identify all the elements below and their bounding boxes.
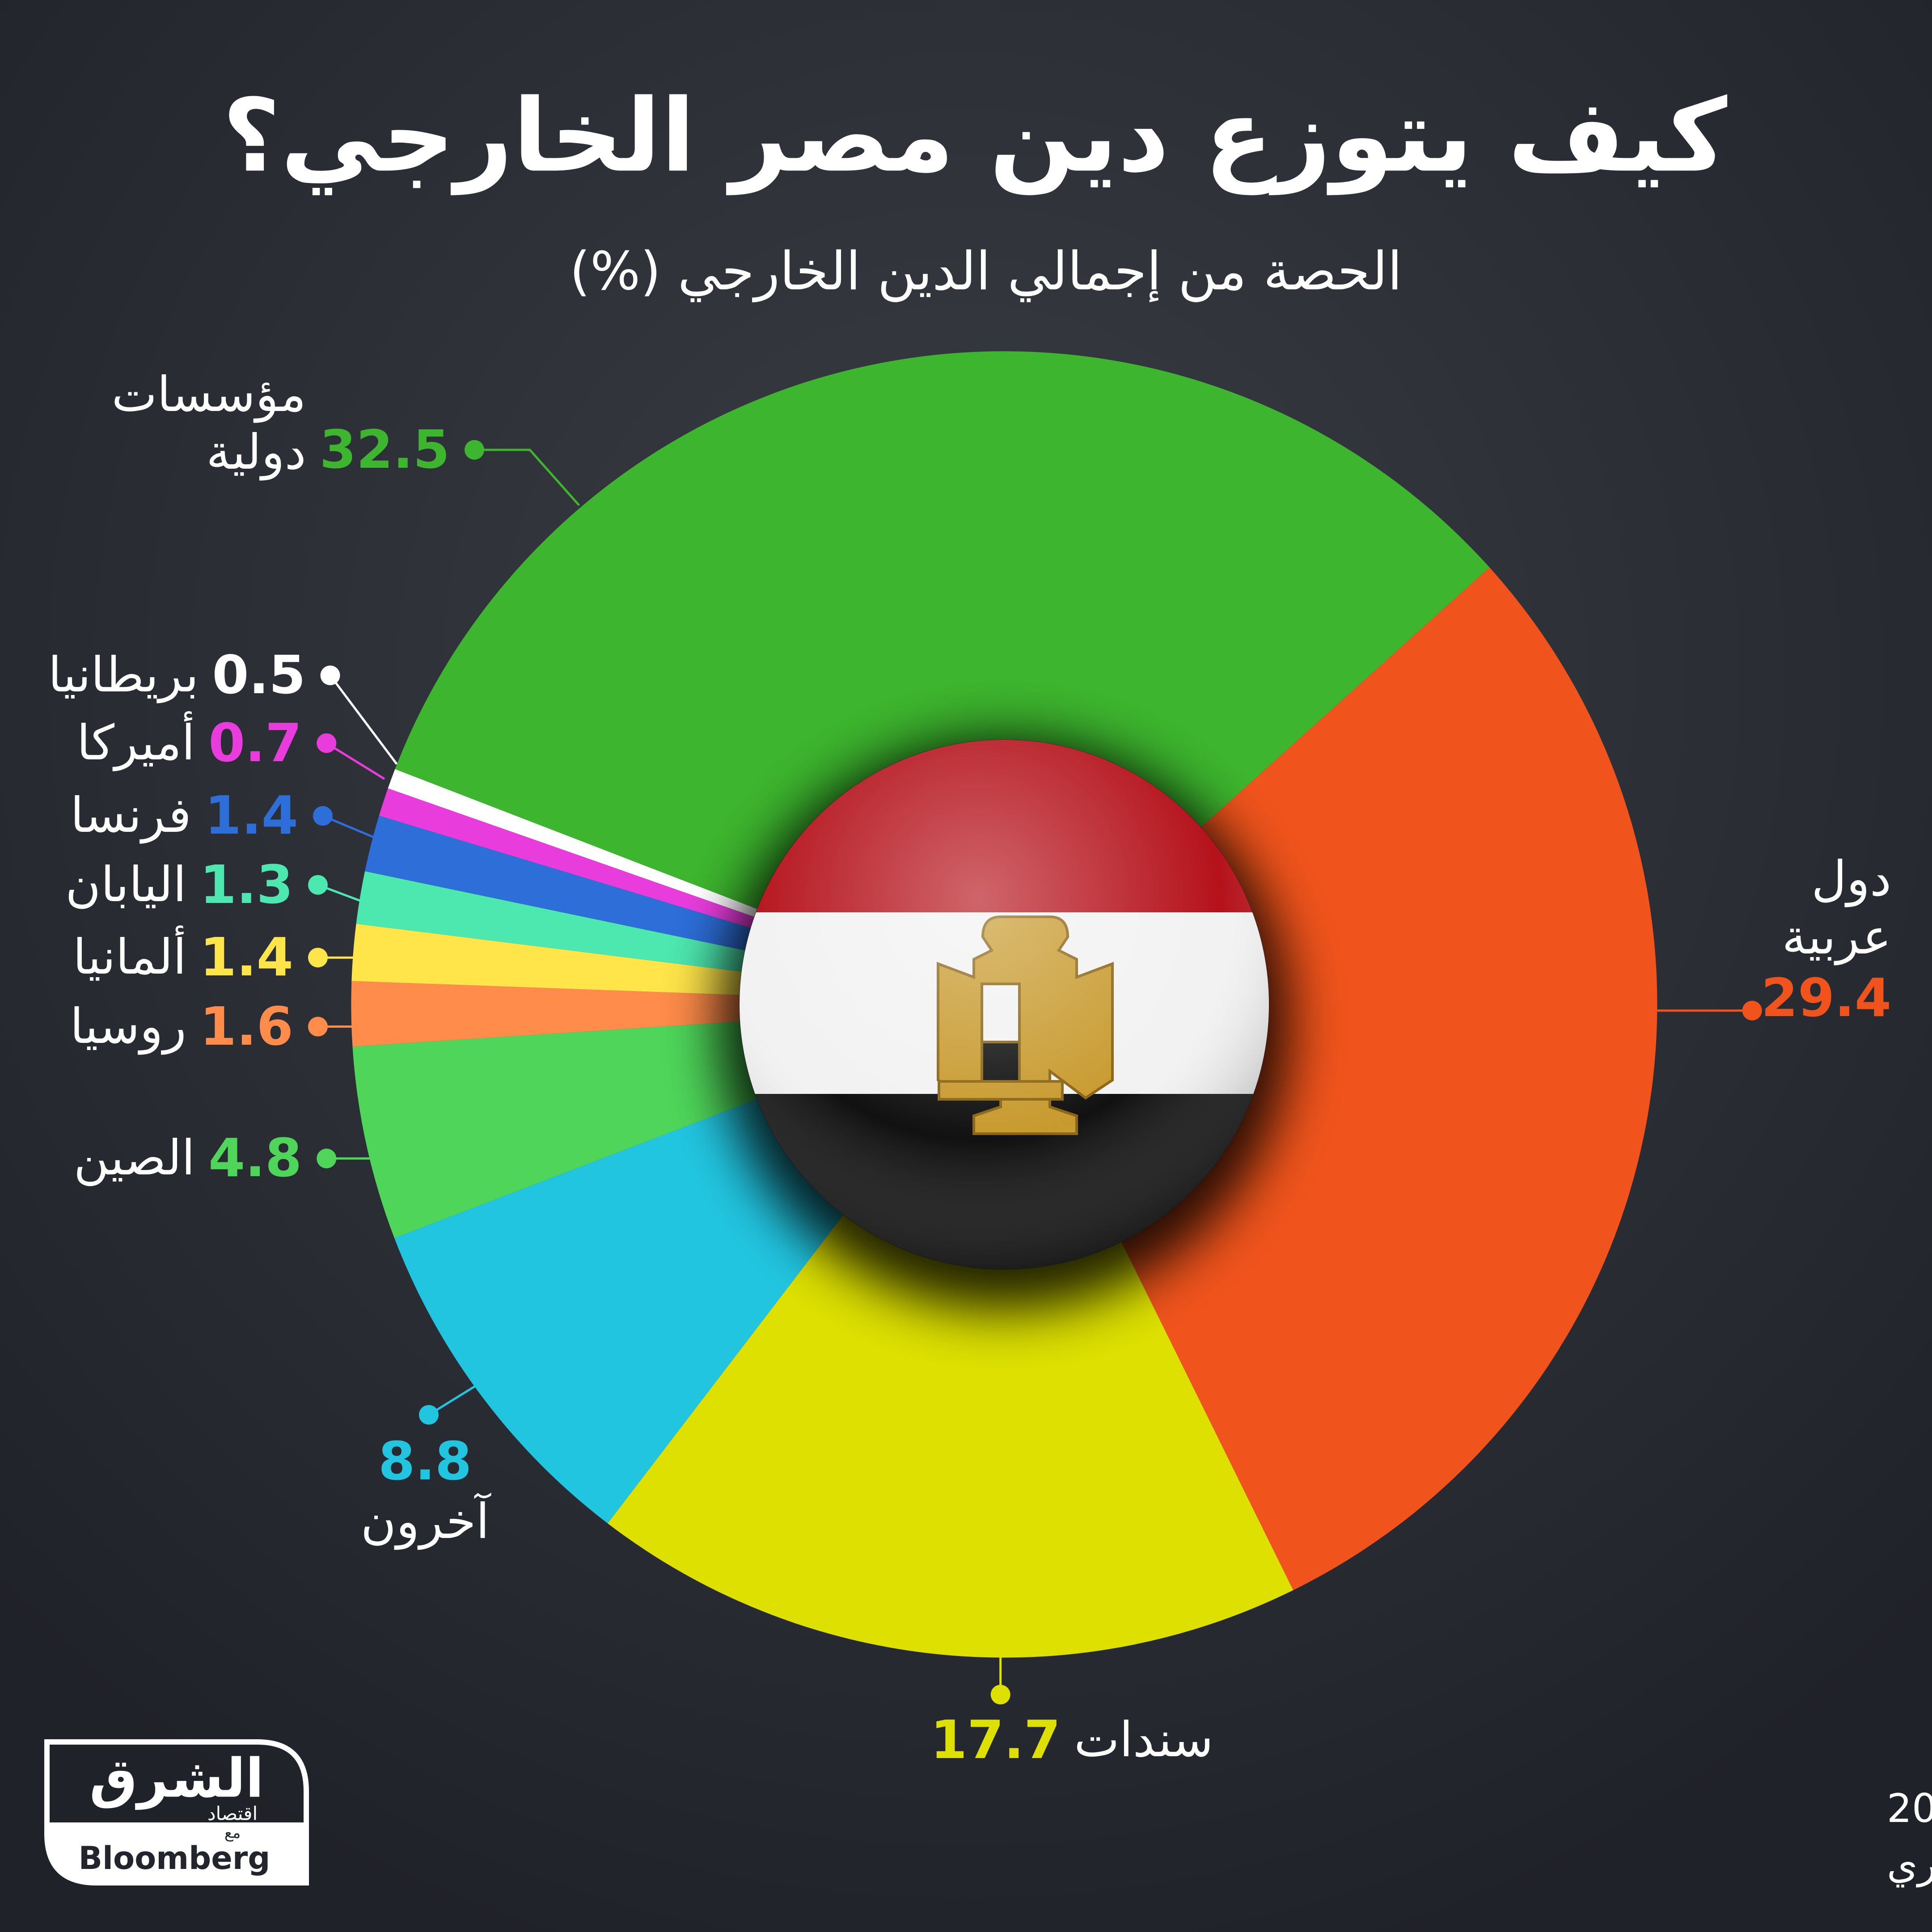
leader-dot bbox=[320, 665, 340, 686]
slice bbox=[608, 1215, 1294, 1658]
label: سندات 17.7 bbox=[930, 1708, 1213, 1772]
flag-shading bbox=[740, 740, 1269, 1269]
leader-dot bbox=[990, 1685, 1010, 1705]
slice bbox=[365, 815, 751, 951]
category-label: اليابان bbox=[65, 856, 186, 913]
value-label: 29.4 bbox=[1761, 966, 1892, 1029]
label: 1.4 ألمانيا bbox=[73, 926, 293, 989]
value-label: 0.7 bbox=[208, 712, 302, 774]
label: 1.3 اليابان bbox=[65, 853, 293, 917]
leader-dot bbox=[317, 1148, 337, 1169]
leader-dot bbox=[308, 948, 328, 968]
donut bbox=[351, 351, 1657, 1658]
value-label: 0.5 bbox=[212, 644, 306, 706]
logo-name: الشرق bbox=[89, 1748, 264, 1810]
logo: الشرق اقتصاد مع Bloomberg bbox=[44, 1739, 309, 1885]
category-label: بريطانيا bbox=[48, 647, 199, 703]
label: 1.4 فرنسا bbox=[70, 784, 298, 847]
logo-partner: Bloomberg bbox=[79, 1840, 271, 1877]
category-label: ألمانيا bbox=[73, 929, 186, 986]
slice bbox=[356, 871, 745, 972]
value-label: 1.4 bbox=[199, 926, 293, 988]
label: دول عربية 29.4 bbox=[1743, 850, 1891, 1030]
leader-line bbox=[326, 742, 385, 780]
leader-dot bbox=[317, 733, 337, 753]
leader-line bbox=[428, 1381, 482, 1416]
leader-dot bbox=[308, 1017, 328, 1037]
value-label: 1.4 bbox=[204, 784, 298, 847]
value-label: 1.3 bbox=[199, 853, 293, 915]
logo-with: مع bbox=[224, 1824, 241, 1842]
slice bbox=[394, 1099, 844, 1524]
label: 8.8 آخرون bbox=[361, 1430, 490, 1551]
value-label: 4.8 bbox=[208, 1127, 302, 1189]
slice bbox=[395, 351, 1490, 909]
slice bbox=[351, 981, 740, 1047]
leader-dot bbox=[419, 1405, 439, 1425]
leader-dot bbox=[464, 440, 484, 460]
slice bbox=[351, 924, 741, 995]
value-label: 8.8 bbox=[378, 1430, 472, 1492]
category-label: أميركا bbox=[76, 715, 195, 771]
value-label: 1.6 bbox=[199, 995, 293, 1057]
logo-band bbox=[47, 1822, 306, 1883]
category-label: سندات bbox=[1074, 1712, 1213, 1768]
leader-line bbox=[329, 674, 398, 765]
leader-line bbox=[474, 449, 580, 506]
leader-dot bbox=[308, 875, 328, 895]
label: 0.5 بريطانيا bbox=[48, 644, 306, 707]
category-label: الصين bbox=[73, 1130, 195, 1186]
chart-title: كيف يتوزع دين مصر الخارجي؟ bbox=[222, 78, 1727, 195]
leader-dot bbox=[1742, 1000, 1762, 1021]
label: 0.7 أميركا bbox=[77, 712, 302, 775]
category-label: آخرون bbox=[360, 1494, 490, 1550]
value-label: 17.7 bbox=[930, 1709, 1061, 1771]
category-label: مؤسسات دولية bbox=[111, 366, 306, 481]
slice bbox=[379, 788, 754, 928]
leader-lines bbox=[308, 440, 1762, 1705]
source: المصدر: بيانات البنك المركزي المصري bbox=[1887, 1841, 1932, 1888]
slice bbox=[352, 1021, 757, 1238]
category-label: دول عربية bbox=[1782, 851, 1892, 966]
slice bbox=[388, 769, 757, 917]
slice bbox=[1121, 567, 1657, 1590]
label: 4.8 الصين bbox=[74, 1127, 302, 1190]
leader-dot bbox=[313, 806, 333, 826]
category-label: فرنسا bbox=[70, 788, 191, 844]
label: 1.6 روسيا bbox=[70, 995, 293, 1059]
label: 32.5 مؤسسات دولية bbox=[60, 366, 450, 482]
note: ملاحظة: البيانات حتى نهاية سبتمبر 2023 bbox=[1887, 1785, 1932, 1832]
logo-tag: اقتصاد bbox=[207, 1803, 258, 1825]
chart-subtitle: الحصة من إجمالي الدين الخارجي (%) bbox=[570, 240, 1402, 302]
category-label: روسيا bbox=[70, 998, 186, 1055]
value-label: 32.5 bbox=[319, 419, 450, 481]
